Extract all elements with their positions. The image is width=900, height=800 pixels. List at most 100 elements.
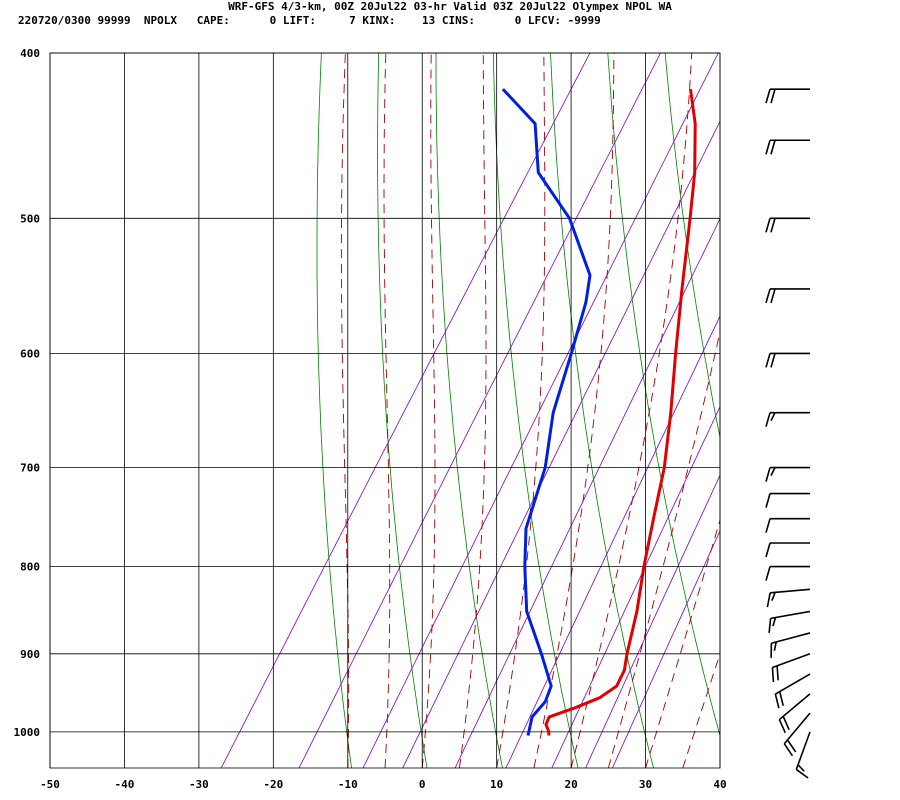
- y-tick-label: 800: [20, 561, 40, 574]
- wind-barb: [765, 517, 810, 533]
- dry-adiabat-line: [837, 53, 900, 768]
- moist-adiabat-line: [458, 53, 487, 768]
- x-tick-label: 20: [564, 778, 577, 791]
- y-tick-label: 900: [20, 648, 40, 661]
- wind-barb-staff: [770, 610, 811, 620]
- wind-barb-feather: [797, 764, 805, 772]
- mixing-ratio-line: [454, 217, 720, 768]
- x-tick-label: -40: [115, 778, 135, 791]
- wind-barb: [765, 139, 810, 155]
- wind-barb-feather: [772, 617, 777, 627]
- wind-barb: [765, 352, 810, 368]
- moist-adiabat-line: [421, 53, 436, 768]
- dry-adiabat-line: [894, 53, 900, 768]
- wind-barb-feather: [765, 140, 771, 155]
- mixing-ratio-line: [505, 315, 720, 768]
- wind-barb-feather: [778, 719, 787, 734]
- x-tick-label: 10: [490, 778, 503, 791]
- wind-barb-feather: [778, 691, 785, 706]
- mixing-ratio-line: [362, 53, 719, 768]
- mixing-ratio-line: [298, 53, 661, 768]
- grid: [49, 52, 721, 769]
- y-tick-label: 700: [20, 462, 40, 475]
- y-tick-label: 1000: [14, 726, 41, 739]
- wind-barb-feather: [770, 140, 776, 155]
- dry-adiabat-line: [607, 53, 720, 738]
- x-tick-label: -30: [189, 778, 209, 791]
- wind-barb-feather: [770, 467, 776, 476]
- wind-barb-feather: [783, 743, 794, 757]
- wind-barb-feather: [795, 768, 809, 779]
- wind-barb-feather: [770, 353, 776, 368]
- wind-barb: [765, 411, 810, 427]
- wind-barb-feather: [765, 566, 771, 581]
- moist-adiabat-line: [607, 329, 720, 768]
- moist-adiabat-line: [570, 53, 693, 768]
- wind-barb-feather: [774, 693, 780, 709]
- x-tick-label: 30: [639, 778, 652, 791]
- wind-barb-feather: [765, 353, 771, 368]
- wind-barb-feather: [765, 88, 771, 104]
- plot-frame: [49, 52, 721, 769]
- x-tick-label: -50: [40, 778, 60, 791]
- stats-line: 220720/0300 99999 NPOLX CAPE: 0 LIFT: 7 …: [18, 14, 601, 27]
- wind-barb-staff: [772, 653, 811, 669]
- dry-adiabat-line: [316, 53, 352, 768]
- wind-barb: [795, 731, 811, 779]
- y-tick-label: 500: [20, 212, 40, 225]
- x-tick-label: 40: [713, 778, 726, 791]
- temperature-line: [544, 88, 697, 736]
- wind-barb: [770, 632, 811, 658]
- x-tick-label: 0: [419, 778, 426, 791]
- wind-barb-feather: [765, 493, 771, 508]
- wind-barb-feather: [782, 716, 790, 730]
- wind-barb: [765, 288, 810, 304]
- mixing-ratio-line: [220, 53, 591, 768]
- x-tick-label: -20: [263, 778, 283, 791]
- wind-barb-feather: [771, 592, 776, 601]
- moist-adiabat-line: [645, 518, 720, 768]
- wind-barb: [765, 492, 810, 508]
- dry-adiabat-line: [377, 53, 428, 768]
- mixing-ratio-line: [585, 474, 720, 768]
- wind-barb: [778, 693, 811, 734]
- background-lines: [220, 53, 900, 768]
- dry-adiabat-line: [550, 53, 654, 768]
- wind-barb: [765, 217, 810, 233]
- wind-barb-feather: [786, 739, 797, 753]
- wind-barb-feather: [768, 618, 772, 633]
- wind-barb: [766, 588, 811, 608]
- wind-barb-feather: [770, 288, 776, 304]
- wind-barb-staff: [795, 731, 811, 770]
- wind-barb-staff: [774, 673, 811, 695]
- wind-barb-feather: [765, 542, 771, 558]
- dry-adiabat-line: [492, 53, 579, 768]
- wind-barb-feather: [770, 412, 776, 422]
- wind-barb: [765, 88, 810, 104]
- wind-barb: [768, 610, 811, 633]
- wind-barb-feather: [776, 665, 779, 681]
- wind-barb-feather: [770, 218, 776, 233]
- y-tick-label: 400: [20, 47, 40, 60]
- chart-title: WRF-GFS 4/3-km, 00Z 20Jul22 03-hr Valid …: [228, 0, 672, 13]
- dry-adiabat-line: [780, 53, 900, 768]
- moist-adiabat-line: [340, 53, 350, 768]
- axes: -50 -40 -30 -20 -10 0 10 20 30 40 400 500 600 700 800 9…: [14, 47, 727, 791]
- wind-barbs: [765, 88, 811, 779]
- dry-adiabat-line: [722, 53, 880, 768]
- wind-barb: [765, 565, 810, 581]
- wind-barb-staff: [778, 693, 811, 721]
- wind-barb-feather: [773, 641, 777, 651]
- dry-adiabat-line: [435, 53, 503, 768]
- wind-barb-feather: [765, 467, 771, 482]
- wind-barb: [765, 466, 810, 482]
- moist-adiabat-line: [496, 53, 546, 768]
- wind-barb-staff: [783, 712, 811, 745]
- wind-barb-feather: [765, 412, 771, 427]
- y-tick-label: 600: [20, 347, 40, 360]
- wind-barb: [765, 542, 810, 558]
- wind-barb-feather: [766, 592, 771, 608]
- wind-barb-staff: [770, 588, 811, 594]
- wind-barb-feather: [771, 667, 775, 683]
- wind-barb: [774, 673, 811, 709]
